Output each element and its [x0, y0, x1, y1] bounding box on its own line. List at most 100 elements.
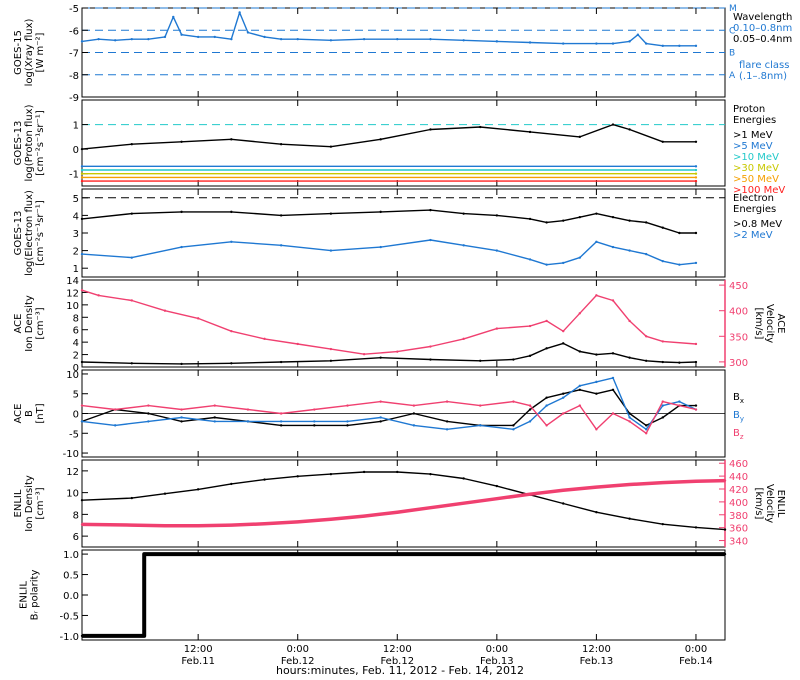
data-point: [246, 31, 250, 34]
data-point: [147, 412, 150, 415]
data-point: [595, 428, 598, 431]
data-point: [445, 428, 449, 431]
y-axis-label: ENLILIon Density[cm⁻³]: [13, 475, 46, 532]
flare-class-label: M: [729, 4, 737, 14]
y-tick-label: 1.0: [63, 550, 79, 561]
data-point: [611, 215, 615, 219]
data-point: [595, 511, 598, 514]
data-point: [396, 470, 399, 474]
data-point: [429, 37, 432, 41]
y2-tick-label: 440: [729, 472, 748, 483]
y2-tick-label: 450: [729, 281, 748, 292]
data-point: [694, 360, 698, 364]
y-tick-label: -5: [69, 4, 79, 15]
data-point: [362, 470, 366, 474]
data-point: [562, 329, 565, 333]
data-point: [429, 358, 432, 361]
data-point: [263, 522, 266, 525]
data-point: [230, 362, 233, 365]
data-point: [661, 44, 664, 48]
data-point: [694, 408, 698, 411]
data-point: [661, 360, 664, 364]
legend-entry: Bz: [733, 428, 744, 441]
series-ace-velocity: [81, 289, 697, 355]
data-point: [611, 299, 615, 302]
y-tick-label: 8: [73, 313, 79, 324]
data-point: [80, 172, 84, 175]
data-point: [578, 135, 582, 139]
data-point: [694, 261, 698, 265]
y-tick-label: -9: [69, 93, 79, 104]
data-point: [595, 42, 598, 45]
panel-xray: A B C M -9 -8 -7 -6 -5 GOES-15log(Xray flux)[W m⁻…: [13, 4, 792, 104]
series-0-10-0-8nm: [81, 11, 696, 47]
data-point: [238, 11, 241, 14]
y-tick-label: -8: [69, 71, 79, 82]
data-point: [694, 168, 698, 172]
panel-proton: -1 0 1 GOES-13log(Proton flux)[cm⁻²s⁻¹sr⁻¹]…: [13, 99, 785, 196]
data-point: [346, 424, 349, 427]
data-point: [80, 176, 84, 179]
data-point: [578, 256, 582, 259]
y-axis-label: GOES-13log(Proton flux)[cm⁻²s⁻¹sr⁻¹]: [13, 104, 46, 181]
data-point: [644, 428, 648, 431]
y2-tick-label: 400: [729, 498, 748, 509]
x-axis-title: hours:minutes, Feb. 11, 2012 - Feb. 14, …: [276, 664, 524, 677]
data-point: [562, 396, 565, 399]
y-tick-label: 12: [66, 288, 79, 299]
data-point: [545, 319, 548, 323]
y-tick-label: -10: [63, 449, 79, 460]
panel-enlil_polarity: -1.0 -0.5 0.0 0.5 1.0 ENLILBᵣ polarity: [19, 549, 727, 643]
data-point: [611, 245, 615, 249]
data-point: [147, 420, 150, 423]
legend-entry: Bx: [733, 392, 744, 405]
data-point: [694, 526, 698, 529]
data-point: [180, 245, 183, 249]
data-point: [694, 176, 698, 179]
data-point: [528, 41, 532, 44]
panel-electron: 1 2 3 4 5 GOES-13log(Electron flux)[cm⁻²s⁻¹sr…: [13, 188, 782, 278]
data-point: [528, 492, 532, 496]
data-point: [578, 215, 582, 219]
data-point: [230, 523, 233, 527]
data-point: [196, 524, 200, 527]
series-enlil-velocity: [81, 478, 726, 528]
data-point: [562, 219, 565, 222]
data-point: [595, 353, 598, 356]
data-point: [578, 404, 582, 407]
data-point: [143, 552, 146, 556]
legend-entry: >0.8 MeV: [733, 219, 782, 230]
y-axis-label: ENLILBᵣ polarity: [19, 570, 41, 621]
data-point: [644, 432, 648, 435]
data-point: [661, 416, 664, 419]
data-point: [80, 289, 84, 292]
data-point: [130, 496, 133, 500]
y-tick-label: 1: [73, 264, 79, 275]
data-point: [644, 252, 648, 256]
data-point: [362, 353, 366, 356]
data-point: [213, 416, 216, 419]
data-point: [678, 44, 681, 48]
data-point: [512, 428, 515, 431]
data-point: [279, 214, 283, 217]
data-point: [329, 518, 333, 521]
y-tick-label: -5: [69, 429, 79, 440]
data-point: [562, 342, 565, 345]
data-point: [213, 420, 216, 423]
y-tick-label: 8: [73, 510, 79, 521]
data-point: [528, 354, 532, 358]
data-point: [545, 424, 548, 427]
data-point: [80, 499, 84, 502]
data-point: [479, 125, 482, 129]
data-point: [147, 37, 150, 41]
data-point: [362, 514, 366, 518]
data-point: [611, 388, 615, 391]
data-point: [595, 380, 598, 384]
y-tick-label: 0.0: [63, 591, 79, 602]
data-point: [445, 400, 449, 403]
data-point: [230, 210, 233, 214]
x-tick-label-time: 0:00: [685, 644, 707, 655]
y-tick-label: 2: [73, 351, 79, 362]
data-point: [661, 522, 664, 526]
